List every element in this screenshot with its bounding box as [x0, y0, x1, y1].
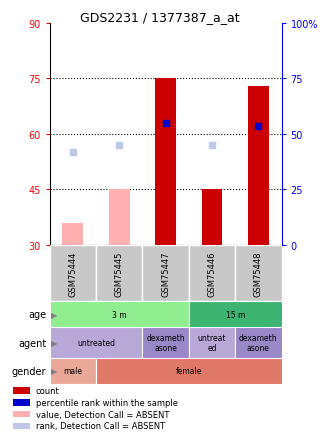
- Text: agent: agent: [18, 338, 46, 348]
- Text: ▶: ▶: [51, 310, 58, 319]
- Text: GSM75448: GSM75448: [254, 251, 263, 296]
- Bar: [13, 423, 29, 429]
- Bar: [248, 86, 269, 245]
- Text: GSM75445: GSM75445: [115, 251, 124, 296]
- Text: gender: gender: [12, 366, 46, 376]
- Bar: [142, 245, 189, 302]
- Text: age: age: [28, 310, 46, 319]
- Bar: [202, 190, 222, 245]
- Bar: [50, 245, 96, 302]
- Point: [163, 120, 168, 127]
- Bar: [50, 358, 96, 384]
- Text: 15 m: 15 m: [226, 310, 245, 319]
- Text: ▶: ▶: [51, 367, 58, 375]
- Text: GDS2231 / 1377387_a_at: GDS2231 / 1377387_a_at: [80, 11, 240, 24]
- Text: male: male: [63, 367, 82, 375]
- Bar: [50, 328, 142, 358]
- Text: value, Detection Call = ABSENT: value, Detection Call = ABSENT: [36, 410, 169, 419]
- Bar: [13, 388, 29, 394]
- Bar: [96, 358, 282, 384]
- Bar: [62, 223, 83, 245]
- Bar: [189, 328, 235, 358]
- Point: [210, 142, 215, 149]
- Bar: [189, 302, 282, 328]
- Bar: [13, 399, 29, 406]
- Text: rank, Detection Call = ABSENT: rank, Detection Call = ABSENT: [36, 421, 165, 431]
- Point: [117, 142, 122, 149]
- Text: untreated: untreated: [77, 339, 115, 347]
- Point: [70, 149, 76, 156]
- Text: GSM75447: GSM75447: [161, 251, 170, 296]
- Text: 3 m: 3 m: [112, 310, 126, 319]
- Bar: [50, 302, 189, 328]
- Text: percentile rank within the sample: percentile rank within the sample: [36, 398, 178, 407]
- Text: GSM75444: GSM75444: [68, 251, 77, 296]
- Point: [256, 124, 261, 131]
- Bar: [235, 328, 282, 358]
- Bar: [109, 190, 130, 245]
- Bar: [142, 328, 189, 358]
- Text: untreat
ed: untreat ed: [198, 333, 226, 352]
- Bar: [189, 245, 235, 302]
- Bar: [235, 245, 282, 302]
- Text: dexameth
asone: dexameth asone: [239, 333, 278, 352]
- Text: female: female: [176, 367, 202, 375]
- Bar: [155, 79, 176, 245]
- Bar: [96, 245, 142, 302]
- Bar: [13, 411, 29, 418]
- Text: GSM75446: GSM75446: [207, 251, 217, 296]
- Text: count: count: [36, 386, 60, 395]
- Text: ▶: ▶: [51, 339, 58, 347]
- Text: dexameth
asone: dexameth asone: [146, 333, 185, 352]
